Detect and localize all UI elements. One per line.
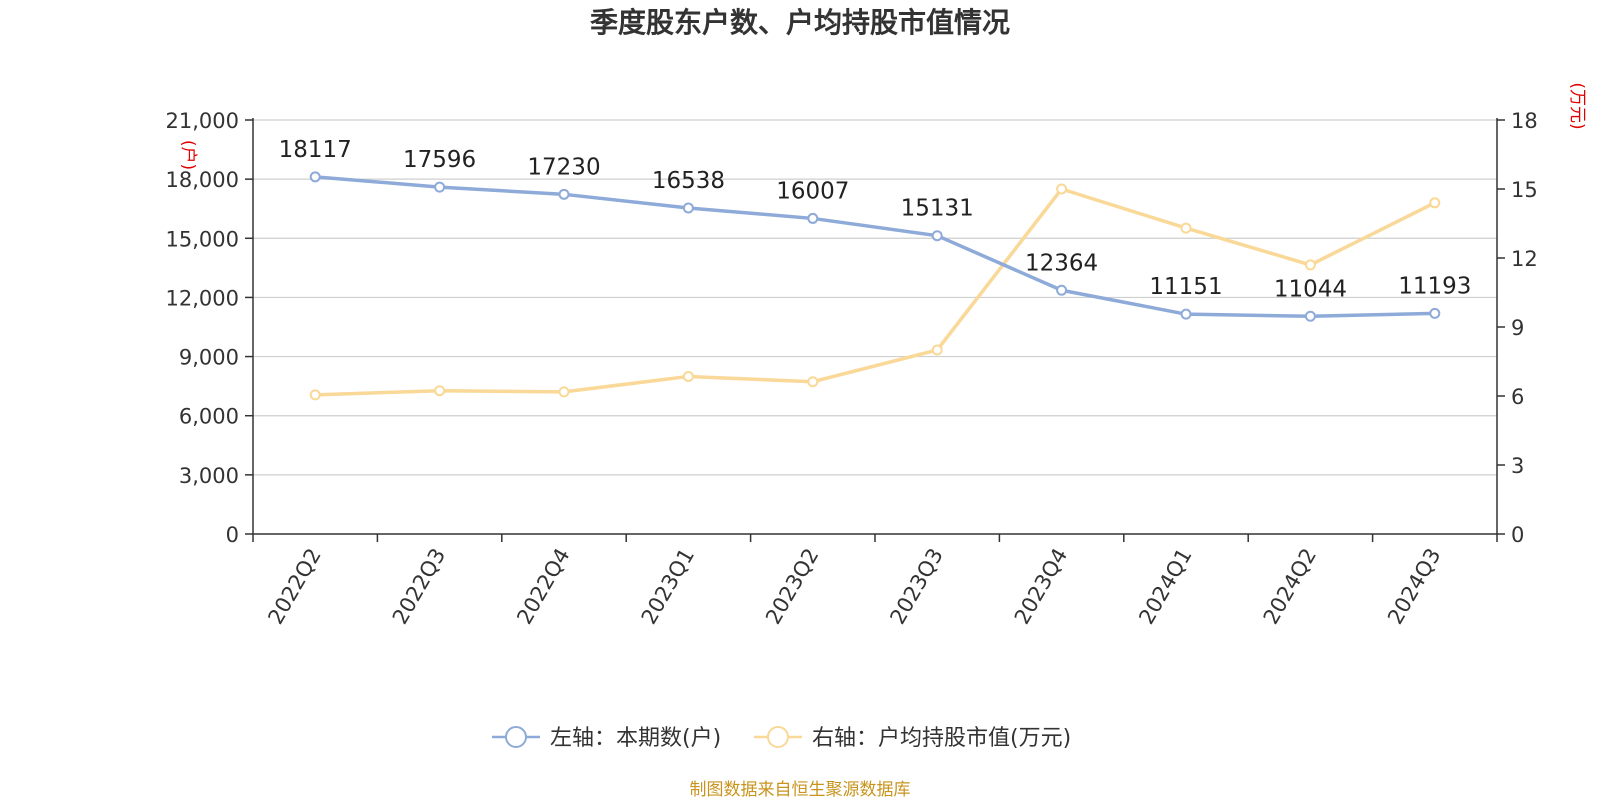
x-tick-label: 2022Q2 — [263, 544, 325, 628]
series-line-market-value — [315, 187, 1436, 397]
left-tick-label: 6,000 — [179, 405, 239, 429]
x-tick-label: 2022Q4 — [512, 544, 574, 628]
right-tick-label: 9 — [1511, 316, 1524, 340]
left-tick-label: 18,000 — [166, 168, 239, 192]
x-tick-label: 2023Q3 — [885, 544, 947, 628]
left-tick-label: 15,000 — [166, 227, 239, 251]
x-tick-label: 2023Q2 — [761, 544, 823, 628]
data-label-households: 18117 — [279, 137, 352, 163]
data-point-market-value[interactable] — [1180, 222, 1192, 234]
data-point-households[interactable] — [1056, 284, 1068, 296]
legend-label-households: 左轴：本期数(户) — [550, 726, 721, 751]
x-tick-label: 2024Q1 — [1134, 544, 1196, 628]
chart-title: 季度股东户数、户均持股市值情况 — [590, 6, 1010, 39]
right-axis-unit: (万元) — [1567, 82, 1587, 129]
data-label-households: 15131 — [901, 196, 974, 222]
data-point-market-value[interactable] — [1304, 259, 1316, 271]
series-line-households — [315, 175, 1435, 319]
data-point-households[interactable] — [1304, 310, 1316, 322]
right-tick-label: 15 — [1511, 178, 1538, 202]
data-point-households[interactable] — [1180, 308, 1192, 320]
data-labels: 18117 17596 17230 16538 16007 15131 12364 11151… — [279, 137, 1472, 302]
legend-label-market-value: 右轴：户均持股市值(万元) — [812, 726, 1071, 751]
data-point-market-value[interactable] — [682, 370, 694, 382]
right-tick-label: 0 — [1511, 523, 1524, 547]
x-tick-label: 2023Q4 — [1010, 544, 1072, 628]
data-point-market-value[interactable] — [309, 389, 321, 401]
grid-lines — [253, 119, 1497, 476]
data-label-households: 16538 — [652, 168, 725, 194]
legend-marker-households-icon — [505, 726, 527, 748]
data-point-households[interactable] — [309, 171, 321, 183]
left-tick-label: 0 — [226, 523, 239, 547]
legend-item-market-value[interactable]: 右轴：户均持股市值(万元) — [754, 726, 1071, 751]
left-tick-label: 12,000 — [166, 286, 239, 310]
data-point-market-value[interactable] — [1056, 183, 1068, 195]
data-label-households: 17596 — [403, 147, 476, 173]
left-tick-label: 3,000 — [179, 464, 239, 488]
data-point-market-value[interactable] — [434, 385, 446, 397]
x-tick-label: 2024Q2 — [1259, 544, 1321, 628]
x-axis-ticks: 2022Q2 2022Q3 2022Q4 2023Q1 2023Q2 2023Q3 2023… — [252, 534, 1498, 628]
data-point-households[interactable] — [434, 181, 446, 193]
legend-marker-market-value-icon — [767, 726, 789, 748]
right-tick-label: 6 — [1511, 385, 1524, 409]
data-label-households: 11193 — [1398, 273, 1471, 299]
right-tick-label: 12 — [1511, 247, 1538, 271]
x-tick-label: 2022Q3 — [388, 544, 450, 628]
data-label-households: 17230 — [527, 154, 600, 180]
data-label-households: 12364 — [1025, 250, 1098, 276]
data-point-households[interactable] — [682, 202, 694, 214]
data-point-households[interactable] — [807, 212, 819, 224]
right-tick-label: 18 — [1511, 109, 1538, 133]
axes — [252, 118, 1498, 535]
legend: 左轴：本期数(户) 右轴：户均持股市值(万元) — [492, 726, 1071, 751]
series-layer — [309, 171, 1441, 401]
data-source: 制图数据来自恒生聚源数据库 — [690, 780, 911, 800]
data-point-households[interactable] — [931, 230, 943, 242]
data-point-market-value[interactable] — [931, 344, 943, 356]
right-tick-label: 3 — [1511, 454, 1524, 478]
data-point-households[interactable] — [558, 188, 570, 200]
data-point-market-value[interactable] — [1429, 197, 1441, 209]
data-point-market-value[interactable] — [807, 376, 819, 388]
left-tick-label: 21,000 — [166, 109, 239, 133]
data-label-households: 11044 — [1274, 276, 1347, 302]
left-tick-label: 9,000 — [179, 346, 239, 370]
left-axis-ticks: 0 3,000 6,000 9,000 12,000 15,000 18,000 21,000 — [166, 109, 253, 547]
left-axis-unit: (户) — [178, 140, 198, 170]
data-label-households: 11151 — [1149, 274, 1222, 300]
data-point-households[interactable] — [1429, 307, 1441, 319]
right-axis-ticks: 0 3 6 9 12 15 18 — [1497, 109, 1538, 547]
x-tick-label: 2024Q3 — [1383, 544, 1445, 628]
legend-item-households[interactable]: 左轴：本期数(户) — [492, 726, 721, 751]
data-point-market-value[interactable] — [558, 386, 570, 398]
x-tick-label: 2023Q1 — [637, 544, 699, 628]
data-label-households: 16007 — [776, 178, 849, 204]
